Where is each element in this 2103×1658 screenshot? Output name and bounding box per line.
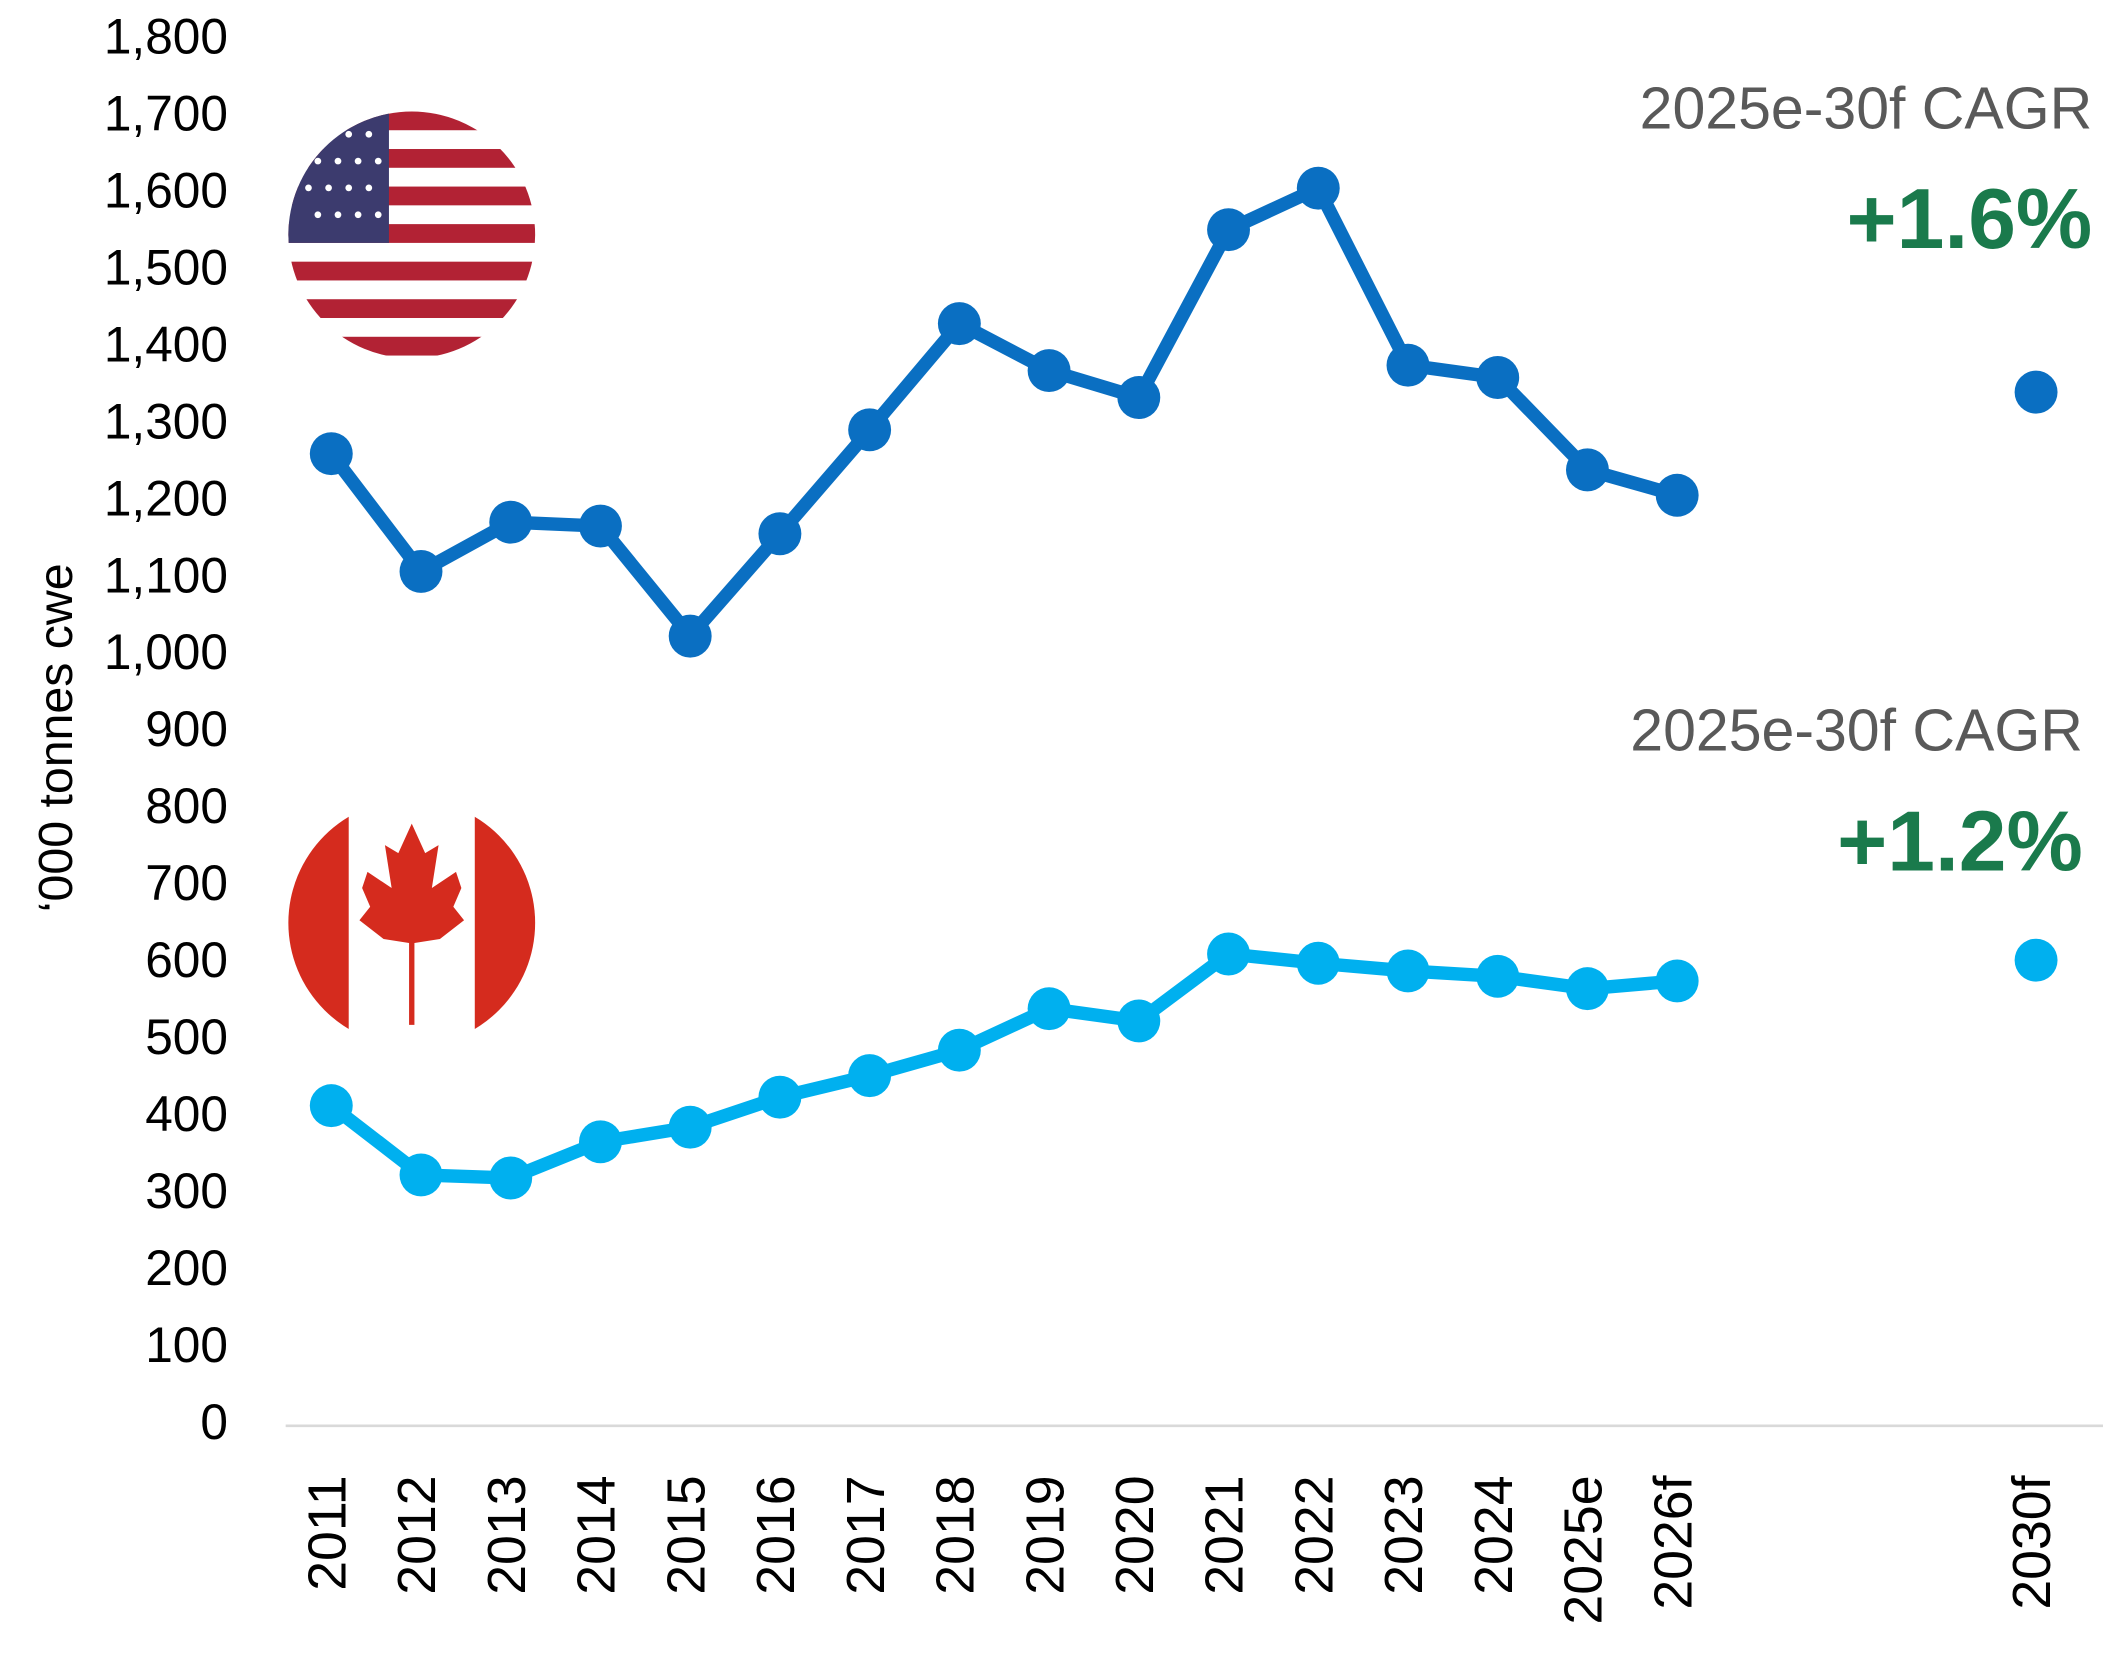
data-point <box>309 1084 353 1128</box>
data-point <box>309 432 353 476</box>
data-point <box>1296 941 1340 985</box>
x-tick-label: 2024 <box>1464 1475 1524 1594</box>
data-point <box>1476 954 1520 998</box>
y-tick-label: 500 <box>145 1009 228 1065</box>
x-tick-label: 2022 <box>1284 1475 1344 1594</box>
data-point <box>668 1105 712 1149</box>
y-axis-label: ‘000 tonnes cwe <box>29 563 83 912</box>
x-tick-label: 2016 <box>746 1475 806 1594</box>
data-point <box>2014 370 2058 414</box>
x-tick-label: 2018 <box>926 1475 986 1594</box>
data-point <box>1027 349 1071 393</box>
data-point <box>489 500 533 544</box>
data-point <box>1296 166 1340 210</box>
data-point <box>1655 473 1699 517</box>
y-tick-label: 200 <box>145 1240 228 1296</box>
x-tick-label: 2021 <box>1195 1475 1255 1594</box>
data-point <box>1027 987 1071 1031</box>
data-point <box>1565 448 1609 492</box>
y-tick-label: 400 <box>145 1086 228 1142</box>
y-tick-label: 300 <box>145 1163 228 1219</box>
data-point <box>848 408 892 452</box>
x-tick-label: 2019 <box>1015 1475 1075 1594</box>
annotation-value: +1.6% <box>1847 171 2093 267</box>
data-point <box>578 1120 622 1164</box>
series-line <box>327 947 1678 1185</box>
series-line <box>325 181 1679 643</box>
annotation-title: 2025e-30f CAGR <box>1630 698 2083 764</box>
data-point <box>2014 938 2058 982</box>
data-point <box>1207 208 1250 252</box>
y-tick-label: 1,200 <box>104 470 228 526</box>
data-point <box>399 1153 443 1197</box>
data-point <box>848 1054 892 1098</box>
data-point <box>1207 932 1250 976</box>
y-tick-label: 900 <box>145 701 228 757</box>
y-tick-label: 1,700 <box>104 85 228 141</box>
x-tick-label: 2014 <box>567 1475 627 1594</box>
y-tick-label: 1,500 <box>104 239 228 295</box>
y-tick-label: 1,800 <box>104 8 228 64</box>
y-tick-label: 800 <box>145 778 228 834</box>
x-tick-label: 2015 <box>656 1475 716 1594</box>
data-point <box>937 302 981 346</box>
annotation-title: 2025e-30f CAGR <box>1640 75 2093 141</box>
data-point <box>1386 343 1430 387</box>
x-tick-label: 2030f <box>2002 1475 2062 1609</box>
us-flag <box>288 111 536 359</box>
y-tick-label: 1,300 <box>104 393 228 449</box>
data-point <box>1117 376 1161 419</box>
data-point <box>668 614 712 658</box>
data-point <box>758 512 802 556</box>
data-point <box>1565 967 1609 1011</box>
x-tick-label: 2011 <box>297 1475 357 1590</box>
data-point <box>1386 949 1430 993</box>
data-point <box>758 1075 802 1119</box>
x-tick-label: 2012 <box>387 1475 447 1594</box>
y-tick-label: 100 <box>145 1317 228 1373</box>
data-point <box>399 550 443 593</box>
x-tick-label: 2013 <box>477 1475 537 1594</box>
data-point <box>578 504 622 548</box>
y-tick-label: 1,600 <box>104 162 228 218</box>
data-point <box>1655 959 1699 1003</box>
x-tick-label: 2026f <box>1643 1475 1703 1609</box>
y-tick-label: 1,400 <box>104 316 228 372</box>
x-tick-label: 2023 <box>1374 1475 1434 1594</box>
data-point <box>1476 356 1520 399</box>
x-tick-label: 2025e <box>1554 1475 1614 1624</box>
data-point <box>489 1156 533 1200</box>
annotation-value: +1.2% <box>1837 793 2083 889</box>
y-tick-label: 600 <box>145 932 228 988</box>
x-tick-label: 2020 <box>1105 1475 1165 1594</box>
y-tick-label: 1,100 <box>104 547 228 603</box>
canada-flag <box>288 799 536 1047</box>
data-point <box>937 1028 981 1072</box>
y-tick-label: 700 <box>145 855 228 911</box>
y-tick-label: 1,000 <box>104 624 228 680</box>
y-tick-label: 0 <box>200 1394 228 1450</box>
x-tick-label: 2017 <box>836 1475 896 1594</box>
data-point <box>1117 999 1161 1043</box>
